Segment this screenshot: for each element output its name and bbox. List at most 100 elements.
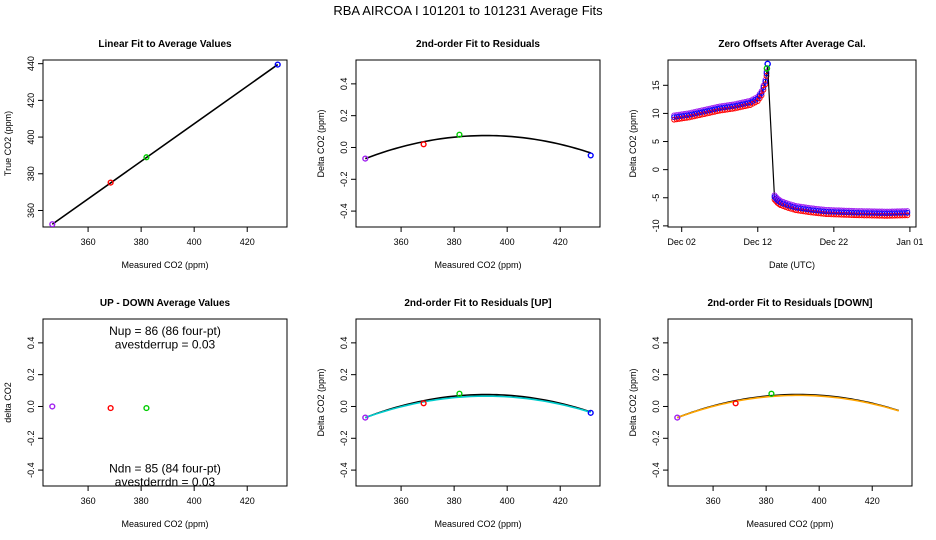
panel-title: 2nd-order Fit to Residuals [DOWN] [708,298,873,309]
y-tick-label: -0.4 [651,462,661,478]
y-axis-label: Delta CO2 (ppm) [316,109,326,177]
fit-curve [365,393,591,419]
data-point [768,390,775,397]
data-point [362,155,369,162]
x-tick-label: 400 [500,237,515,247]
data-point [274,61,281,68]
data-layer [362,390,594,421]
annotation: Ndn = 85 (84 four-pt) [109,462,221,476]
y-tick-label: 0.2 [339,368,349,381]
fit-curve [677,393,899,419]
x-tick-label: Dec 22 [820,237,849,247]
fit-line [51,63,279,225]
x-tick-label: 420 [553,496,568,506]
y-tick-label: -0.4 [26,462,36,478]
y-tick-label: 360 [26,203,36,218]
y-axis-label: Delta CO2 (ppm) [628,368,638,436]
panel-p6: 2nd-order Fit to Residuals [DOWN] Measure… [628,298,913,529]
x-axis-label: Measured CO2 (ppm) [434,519,521,529]
y-axis-label: True CO2 (ppm) [3,111,13,176]
data-point [143,404,150,412]
y-axis-label: Delta CO2 (ppm) [316,368,326,436]
y-tick-label: 0.4 [26,337,36,350]
annotation: Nup = 86 (86 four-pt) [109,324,221,338]
y-axis-label: delta CO2 [3,382,13,423]
panel-p4: UP - DOWN Average Values Measured CO2 (pp… [3,298,288,529]
x-tick-label: 420 [240,496,255,506]
series-point [904,209,911,216]
x-tick-label: 380 [447,496,462,506]
series-point [760,86,767,93]
x-tick-label: 360 [394,237,409,247]
panel-title: Zero Offsets After Average Cal. [718,39,865,50]
plot-frame [42,318,288,487]
data-point [587,409,594,416]
x-tick-label: 400 [500,496,515,506]
y-tick-label: -0.2 [26,431,36,447]
data-point [143,154,150,161]
y-tick-label: 10 [651,108,661,118]
data-point [456,131,463,138]
x-tick-label: 360 [81,237,96,247]
annotation: avestderrup = 0.03 [115,337,216,351]
x-tick-label: 380 [759,496,774,506]
data-point [362,414,369,421]
x-axis-label: Measured CO2 (ppm) [121,260,208,270]
y-tick-label: 15 [651,80,661,90]
y-tick-label: 440 [26,56,36,71]
x-tick-label: Jan 01 [896,237,923,247]
series-point [763,72,770,79]
y-tick-label: 0 [651,167,661,172]
y-tick-label: 0.0 [339,400,349,413]
series-line [767,65,910,215]
page-title: RBA AIRCOA I 101201 to 101231 Average Fi… [333,3,603,18]
data-layer [674,390,899,421]
plot-frame [42,59,288,228]
panel-p1: Linear Fit to Average Values Measured CO2… [3,39,288,270]
x-tick-label: 380 [134,237,149,247]
y-tick-label: 400 [26,130,36,145]
y-tick-label: 0.0 [339,141,349,154]
data-point [587,152,594,159]
x-tick-label: 400 [187,496,202,506]
y-tick-label: 0.4 [339,337,349,350]
x-tick-label: 360 [81,496,96,506]
panel-p5: 2nd-order Fit to Residuals [UP] Measured … [316,298,601,529]
data-point [49,221,56,227]
x-axis-label: Measured CO2 (ppm) [434,260,521,270]
x-axis-label: Date (UTC) [769,260,815,270]
y-tick-label: 5 [651,139,661,144]
annotation: avestderrdn = 0.03 [115,475,216,489]
series-point [904,212,911,219]
y-tick-label: -0.4 [339,462,349,478]
y-tick-label: -0.2 [651,431,661,447]
data-layer [49,403,150,412]
y-tick-label: 0.2 [26,368,36,381]
y-tick-label: -0.2 [339,172,349,188]
y-tick-label: -0.4 [339,203,349,219]
data-point [49,403,56,410]
x-tick-label: 420 [865,496,880,506]
plot-frame [355,59,601,228]
x-tick-label: 380 [134,496,149,506]
panel-title: 2nd-order Fit to Residuals [416,39,540,50]
panel-p3: Zero Offsets After Average Cal. Date (UTC… [628,39,923,270]
x-tick-label: 420 [553,237,568,247]
fit-curve [365,395,591,419]
data-point [420,400,427,407]
data-point [674,414,681,421]
panel-title: Linear Fit to Average Values [98,39,232,50]
plot-frame [667,59,917,228]
y-tick-label: -5 [651,194,661,202]
y-tick-label: 0.4 [339,78,349,91]
x-axis-label: Measured CO2 (ppm) [121,519,208,529]
data-point [456,390,463,397]
data-point [420,141,427,148]
series-point [762,78,769,85]
fit-curve [677,394,899,419]
chart-panels: Linear Fit to Average Values Measured CO2… [3,39,923,529]
series-point [758,92,765,99]
y-tick-label: 0.0 [26,400,36,413]
x-tick-label: 400 [812,496,827,506]
data-point [107,404,114,412]
